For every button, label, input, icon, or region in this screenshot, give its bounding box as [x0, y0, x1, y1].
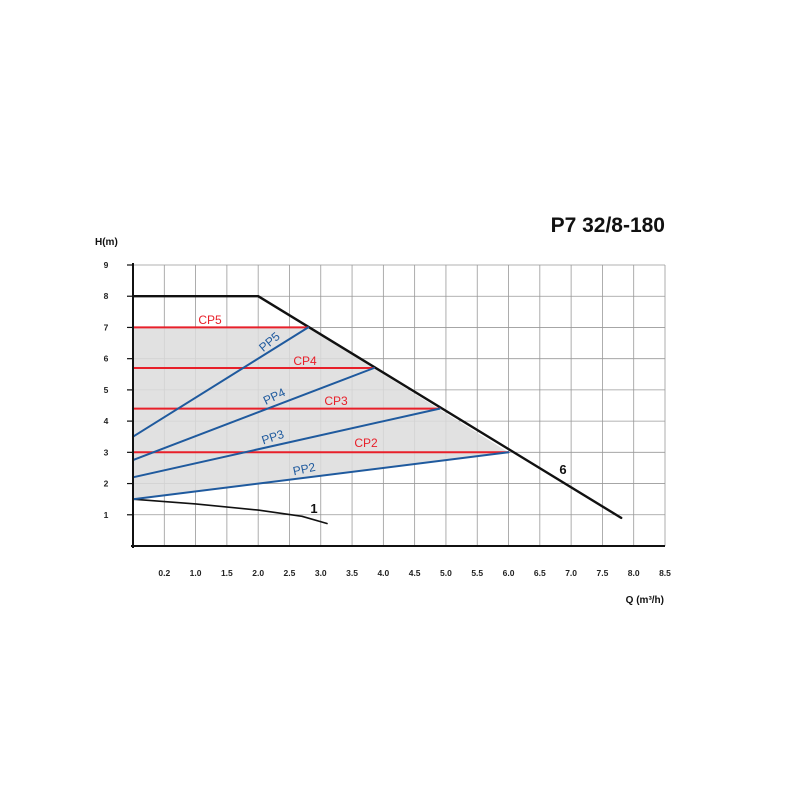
- chart-title: P7 32/8-180: [551, 214, 665, 237]
- curve-label-1: 1: [310, 501, 317, 516]
- series-line-6: [131, 295, 623, 520]
- series-line-pp3: [132, 407, 441, 479]
- curve-label-cp2: CP2: [354, 436, 378, 450]
- series-line-pp2: [132, 451, 510, 501]
- series-line-1: [132, 498, 328, 525]
- x-tick-label: 5.0: [440, 568, 452, 578]
- y-tick-label: 9: [104, 260, 109, 270]
- series-line-pp4: [132, 367, 375, 462]
- y-tick-label: 3: [104, 447, 109, 457]
- curve-label-6: 6: [559, 462, 566, 477]
- curve-label-cp3: CP3: [324, 394, 348, 408]
- curve-label-cp5: CP5: [198, 313, 222, 327]
- x-tick-label: 5.5: [471, 568, 483, 578]
- y-tick-label: 5: [104, 385, 109, 395]
- x-tick-label: 4.5: [409, 568, 421, 578]
- grid: [132, 264, 666, 547]
- x-tick-label: 3.0: [315, 568, 327, 578]
- y-tick-label: 4: [104, 416, 109, 426]
- axes: [127, 263, 665, 548]
- x-tick-label: 7.0: [565, 568, 577, 578]
- x-tick-label: 4.0: [377, 568, 389, 578]
- x-tick-label: 0.2: [158, 568, 170, 578]
- series-lines: [131, 295, 623, 525]
- x-tick-label: 3.5: [346, 568, 358, 578]
- y-tick-label: 8: [104, 291, 109, 301]
- x-axis-label: Q (m³/h): [626, 595, 664, 606]
- y-tick-label: 2: [104, 479, 109, 489]
- series-line-pp5: [132, 326, 310, 438]
- x-tick-label: 2.0: [252, 568, 264, 578]
- curve-label-pp3: PP3: [260, 427, 286, 447]
- y-tick-label: 6: [104, 354, 109, 364]
- x-tick-label: 2.5: [284, 568, 296, 578]
- x-tick-label: 1.5: [221, 568, 233, 578]
- curve-label-cp4: CP4: [293, 354, 317, 368]
- y-tick-label: 7: [104, 322, 109, 332]
- y-axis-label: H(m): [95, 237, 118, 248]
- tick-labels: 1 2 3 4 5 6 7 8 9 0.2 1.0 1.5 2.0 2.5 3.0 3.5 4.0 4.5 5.0 5…: [104, 260, 672, 578]
- curve-label-pp2: PP2: [292, 460, 317, 478]
- x-tick-label: 6.5: [534, 568, 546, 578]
- x-tick-label: 1.0: [190, 568, 202, 578]
- y-tick-label: 1: [104, 510, 109, 520]
- x-tick-label: 7.5: [596, 568, 608, 578]
- x-tick-label: 6.0: [503, 568, 515, 578]
- x-tick-label: 8.0: [628, 568, 640, 578]
- x-tick-label: 8.5: [659, 568, 671, 578]
